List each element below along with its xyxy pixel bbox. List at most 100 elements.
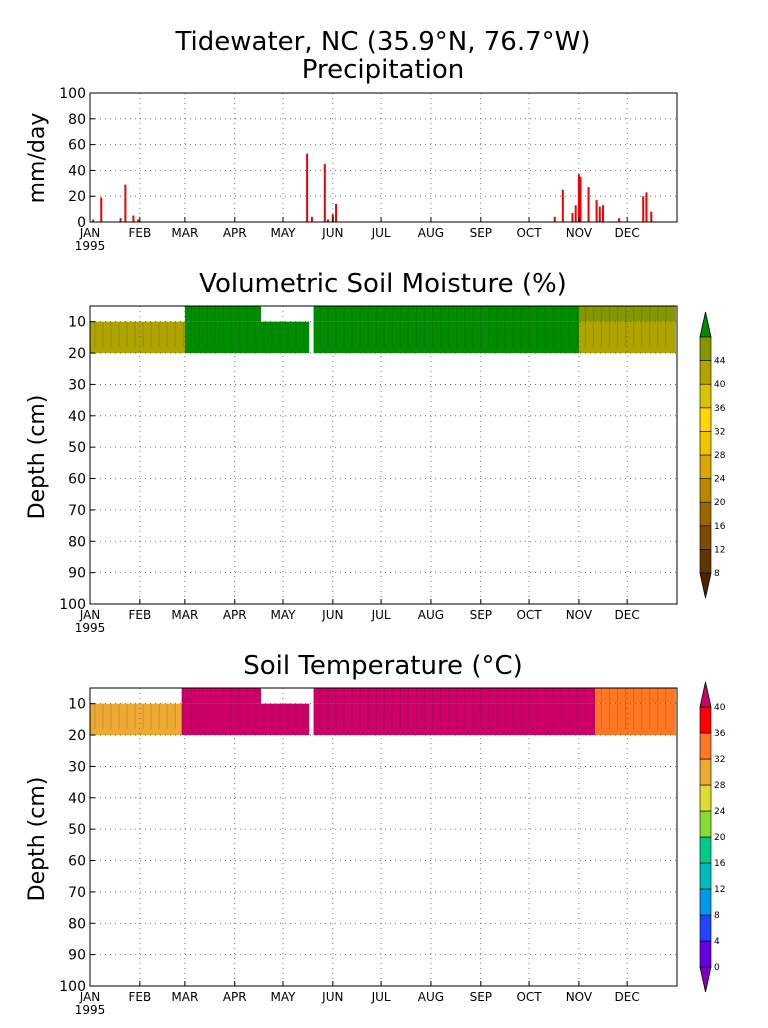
- moisture-colorbar-bin: [699, 478, 712, 503]
- moisture-y-tick-label: 70: [68, 503, 86, 519]
- moisture-y-tick-label: 90: [68, 566, 86, 582]
- moisture-month-label: SEP: [470, 608, 492, 622]
- precip-bar: [553, 216, 556, 222]
- precip-bar: [642, 196, 645, 222]
- moisture-y-tick-label: 10: [68, 315, 86, 331]
- precip-bar: [595, 200, 598, 222]
- precip-plot-frame: [89, 92, 678, 223]
- moisture-cell-lower: [530, 321, 580, 354]
- precip-bar: [618, 218, 621, 222]
- precip-bar: [327, 219, 330, 222]
- temperature-y-tick-label: 40: [68, 791, 86, 807]
- moisture-cell-lower: [260, 321, 310, 354]
- moisture-month-label: APR: [223, 608, 247, 622]
- precip-year-label: 1995: [75, 239, 106, 253]
- moisture-colorbar-tick-label: 44: [714, 357, 726, 367]
- temperature-y-axis-label: Depth (cm): [25, 777, 50, 902]
- temperature-colorbar-tick-label: 4: [714, 937, 720, 947]
- precip-bar: [561, 189, 564, 222]
- moisture-colorbar-bin: [699, 454, 712, 479]
- moisture-cell-upper: [313, 306, 395, 322]
- precip-y-tick-label: 100: [59, 86, 86, 102]
- moisture-month-label: MAR: [171, 608, 198, 622]
- temperature-colorbar-tick-label: 12: [714, 885, 725, 895]
- moisture-colorbar-tick-label: 20: [714, 498, 726, 508]
- precip-month-label: JAN: [79, 226, 101, 240]
- temperature-colorbar-bin: [699, 888, 712, 916]
- precip-bar: [92, 219, 95, 222]
- precip-month-label: SEP: [470, 226, 492, 240]
- moisture-colorbar-tick-label: 16: [714, 522, 726, 532]
- moisture-y-tick-label: 20: [68, 346, 86, 362]
- precip-title: Precipitation: [302, 55, 465, 85]
- precip-bar: [577, 174, 580, 222]
- precip-bar: [132, 215, 135, 222]
- temperature-y-tick-label: 70: [68, 885, 86, 901]
- temperature-y-tick-label: 10: [68, 697, 86, 713]
- temperature-colorbar-bin: [699, 758, 712, 786]
- precip-bar: [587, 187, 590, 222]
- temperature-cell-upper: [181, 688, 261, 704]
- temperature-month-label: JAN: [79, 990, 101, 1004]
- precip-bar: [335, 203, 338, 222]
- precip-month-label: DEC: [615, 226, 640, 240]
- moisture-colorbar-bin: [699, 501, 712, 527]
- temperature-colorbar-max-arrow: [699, 681, 712, 708]
- moisture-month-label: MAY: [271, 608, 297, 622]
- temperature-month-label: OCT: [516, 990, 542, 1004]
- precip-month-label: AUG: [418, 226, 444, 240]
- temperature-colorbar-tick-label: 40: [714, 703, 726, 713]
- temperature-y-tick-label: 80: [68, 916, 86, 932]
- temperature-colorbar-bin: [699, 914, 712, 942]
- moisture-cell-upper: [458, 306, 532, 322]
- moisture-cell-upper: [578, 306, 676, 322]
- temperature-cell-lower: [546, 703, 596, 736]
- moisture-colorbar-tick-label: 36: [714, 404, 726, 414]
- moisture-month-label: OCT: [516, 608, 542, 622]
- temperature-cell-lower: [260, 703, 310, 736]
- temperature-cell-upper: [393, 688, 516, 704]
- temperature-title: Soil Temperature (°C): [243, 651, 523, 681]
- moisture-colorbar-tick-label: 12: [714, 545, 725, 555]
- moisture-month-label: NOV: [566, 608, 593, 622]
- precip-bar: [598, 206, 601, 222]
- moisture-cell-lower: [458, 321, 532, 354]
- moisture-title: Volumetric Soil Moisture (%): [199, 269, 567, 299]
- moisture-colorbar-bin: [699, 383, 712, 409]
- moisture-colorbar-min-arrow: [699, 572, 712, 599]
- moisture-year-label: 1995: [75, 621, 106, 635]
- moisture-y-tick-label: 60: [68, 472, 86, 488]
- temperature-colorbar-min-arrow: [699, 966, 712, 993]
- moisture-colorbar-bin: [699, 549, 712, 574]
- precip-bar: [323, 163, 326, 222]
- moisture-colorbar-tick-label: 24: [714, 475, 726, 485]
- temperature-month-label: FEB: [128, 990, 151, 1004]
- precip-bar: [645, 192, 648, 222]
- precip-bar: [310, 216, 313, 222]
- temperature-colorbar-tick-label: 24: [714, 807, 726, 817]
- figure-title: Tidewater, NC (35.9°N, 76.7°W): [174, 27, 590, 57]
- temperature-cell-upper: [514, 688, 548, 704]
- precip-bar: [124, 184, 127, 222]
- moisture-month-label: JAN: [79, 608, 101, 622]
- temperature-cell-lower: [90, 703, 183, 736]
- moisture-cell-lower: [90, 321, 186, 354]
- temperature-colorbar-bin: [699, 706, 712, 734]
- moisture-y-tick-label: 50: [68, 440, 86, 456]
- precip-month-label: APR: [223, 226, 247, 240]
- moisture-colorbar-bin: [699, 407, 712, 432]
- temperature-cell-lower: [393, 703, 516, 736]
- temperature-month-label: JUL: [371, 990, 391, 1004]
- precip-month-label: OCT: [516, 226, 542, 240]
- moisture-cell-lower: [393, 321, 459, 354]
- temperature-month-label: DEC: [615, 990, 640, 1004]
- moisture-month-label: FEB: [128, 608, 151, 622]
- temperature-colorbar-tick-label: 0: [714, 963, 720, 973]
- temperature-cell-upper: [546, 688, 596, 704]
- precip-bar: [306, 153, 309, 222]
- temperature-colorbar-tick-label: 16: [714, 859, 726, 869]
- temperature-month-label: APR: [223, 990, 247, 1004]
- moisture-y-axis-label: Depth (cm): [25, 395, 50, 520]
- precip-bar: [100, 197, 103, 222]
